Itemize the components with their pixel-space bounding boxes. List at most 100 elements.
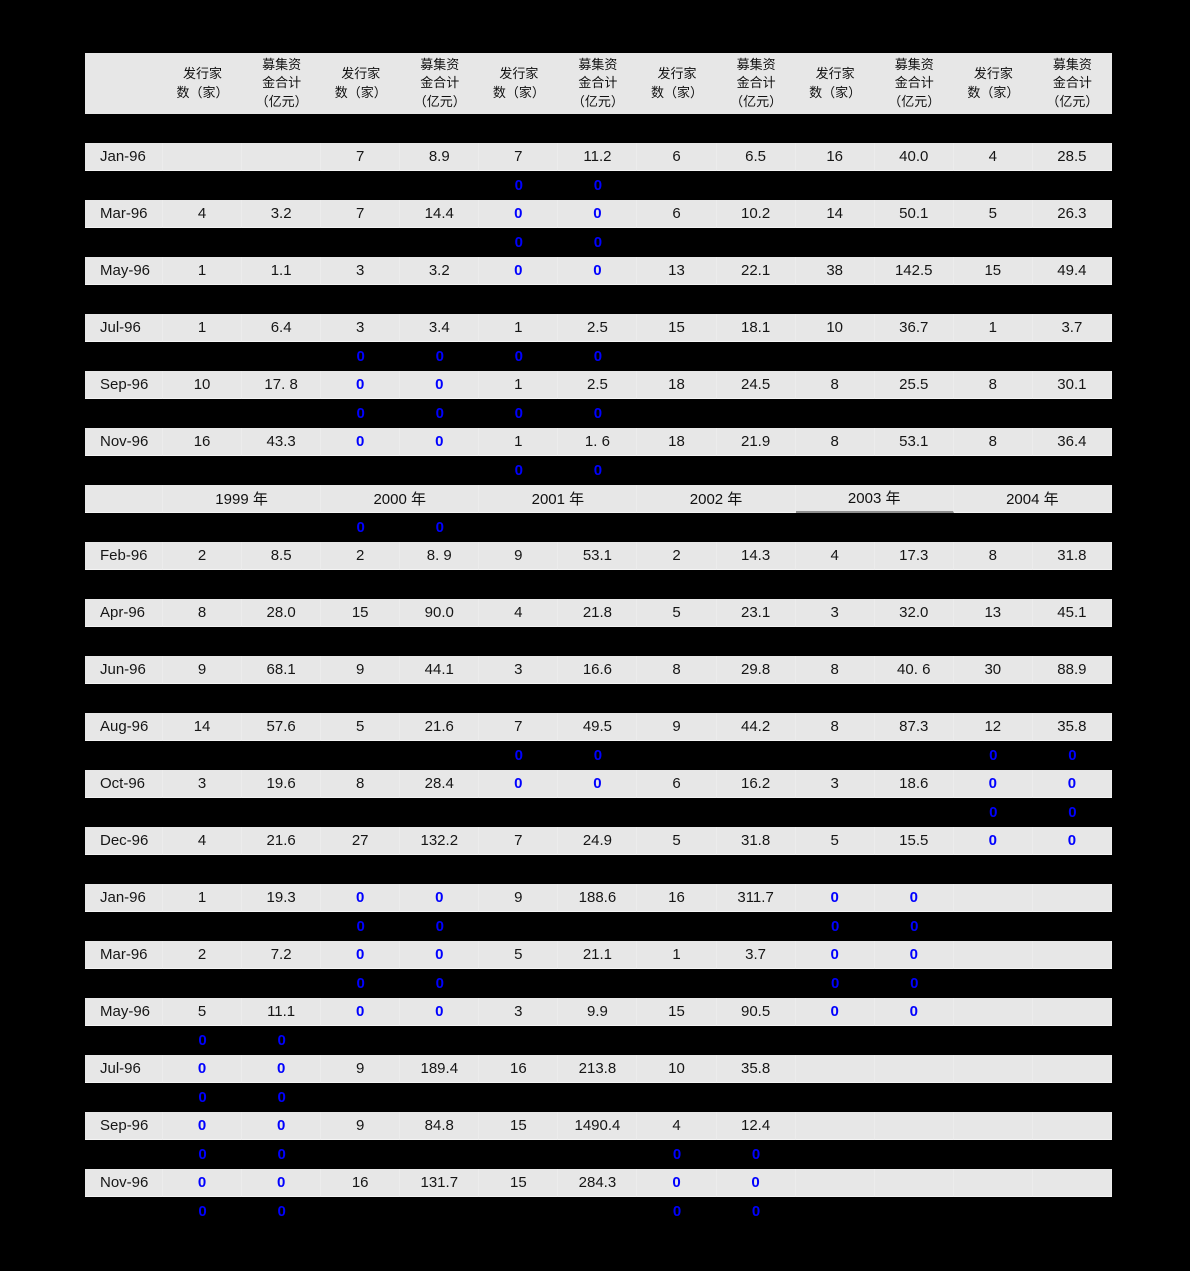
- spacer-cell: [558, 684, 637, 713]
- table-cell: 44.2: [716, 712, 796, 741]
- overflow-zero: 0: [751, 1145, 761, 1163]
- table-cell: 3.7: [716, 940, 796, 969]
- spacer-cell: [717, 228, 796, 257]
- table-cell: 8. 9: [400, 541, 480, 570]
- spacer-cell: [1033, 912, 1112, 941]
- row-label: Oct-96: [85, 769, 163, 798]
- spacer-cell: [321, 1197, 400, 1226]
- spacer-label-cell: [85, 627, 163, 656]
- table-cell: 0: [321, 370, 401, 399]
- table-cell: 8: [795, 655, 875, 684]
- overflow-zero: 0: [1068, 803, 1077, 821]
- spacer-cell: [875, 1197, 954, 1226]
- table-cell: 0: [400, 883, 480, 912]
- table-header-row: 发行家 数（家） 募集资 金合计 （亿元） 发行家 数（家） 募集资 金合计 （亿元）…: [85, 53, 1112, 114]
- row-label: Mar-96: [85, 940, 163, 969]
- table-cell: 16: [637, 883, 717, 912]
- table-cell: 7.2: [242, 940, 322, 969]
- spacer-cell: [875, 399, 954, 428]
- overflow-zero: 0: [593, 233, 603, 251]
- table-cell: 17.3: [874, 541, 954, 570]
- spacer-cell: [321, 627, 400, 656]
- spacer-cell: [717, 513, 796, 542]
- table-cell: 8: [953, 541, 1033, 570]
- table-cell: [1032, 883, 1112, 912]
- row-label: Nov-96: [85, 427, 163, 456]
- table-cell: 0: [795, 997, 875, 1026]
- header-issuer-count: 发行家 数（家）: [651, 66, 704, 100]
- spacer-row: [85, 684, 1112, 713]
- spacer-cell: [796, 342, 875, 371]
- spacer-cell: [796, 513, 875, 542]
- spacer-label-cell: [85, 684, 163, 713]
- table-cell: 284.3: [558, 1168, 638, 1197]
- spacer-cell: [479, 513, 558, 542]
- spacer-cell: [796, 570, 875, 599]
- spacer-cell: [717, 342, 796, 371]
- header-issuer-count: 发行家 数（家）: [334, 66, 387, 100]
- spacer-cell: [717, 285, 796, 314]
- spacer-row: 0 0 0 0: [85, 912, 1112, 941]
- spacer-cell: [954, 1140, 1033, 1169]
- spacer-cell: [400, 798, 479, 827]
- overflow-zero: 0: [593, 746, 603, 764]
- spacer-row: 0 0 0 0: [85, 342, 1112, 371]
- table-cell: 0: [874, 940, 954, 969]
- spacer-label-cell: [85, 1197, 163, 1226]
- spacer-cell: [163, 399, 242, 428]
- spacer-cell: [875, 1083, 954, 1112]
- spacer-label-cell: [85, 1026, 163, 1055]
- overflow-zero: 0: [593, 176, 603, 194]
- overflow-zero: 0: [672, 1145, 682, 1163]
- table-cell: 6.5: [716, 142, 796, 171]
- spacer-cell: [717, 114, 796, 143]
- table-cell: 15: [479, 1111, 559, 1140]
- table-row: Jan-96 7 8.9 7 11.2 6 6.5 16 40.0 4 28.5: [85, 142, 1112, 171]
- row-label: Jul-96: [85, 313, 163, 342]
- spacer-cell: [163, 228, 242, 257]
- table-cell: 4: [163, 826, 243, 855]
- table-cell: 31.8: [716, 826, 796, 855]
- table-cell: [795, 1168, 875, 1197]
- table-cell: 50.1: [874, 199, 954, 228]
- table-cell: 8.5: [242, 541, 322, 570]
- spacer-cell: [954, 1197, 1033, 1226]
- table-cell: 1: [637, 940, 717, 969]
- table-cell: 4: [163, 199, 243, 228]
- table-cell: 68.1: [242, 655, 322, 684]
- table-row: Mar-96 2 7.2 0 0 5 21.1 1 3.7 0 0: [85, 940, 1112, 969]
- spacer-cell: [558, 1197, 637, 1226]
- row-label: Nov-96: [85, 1168, 163, 1197]
- table-cell: 213.8: [558, 1054, 638, 1083]
- table-cell: 84.8: [400, 1111, 480, 1140]
- table-cell: 16: [795, 142, 875, 171]
- table-cell: 8.9: [400, 142, 480, 171]
- table-cell: [1032, 997, 1112, 1026]
- table-row: May-96 5 11.1 0 0 3 9.9 15 90.5 0 0: [85, 997, 1112, 1026]
- spacer-cell: [479, 1140, 558, 1169]
- spacer-cell: [637, 855, 716, 884]
- spacer-cell: [1033, 627, 1112, 656]
- spacer-cell: [479, 627, 558, 656]
- spacer-cell: [796, 741, 875, 770]
- spacer-cell: [875, 114, 954, 143]
- overflow-zero: 0: [277, 1031, 286, 1049]
- table-cell: 15: [637, 997, 717, 1026]
- spacer-cell: [558, 855, 637, 884]
- table-cell: 32.0: [874, 598, 954, 627]
- row-label: Jun-96: [85, 655, 163, 684]
- overflow-zero: 0: [435, 347, 444, 365]
- spacer-cell: [717, 456, 796, 485]
- table-cell: 8: [321, 769, 401, 798]
- table-cell: 15.5: [874, 826, 954, 855]
- table-cell: 10: [637, 1054, 717, 1083]
- spacer-row: [85, 285, 1112, 314]
- table-cell: 0: [400, 370, 480, 399]
- overflow-zero: 0: [989, 803, 998, 821]
- table-cell: 0: [479, 199, 559, 228]
- spacer-cell: [954, 627, 1033, 656]
- spacer-cell: [163, 570, 242, 599]
- table-cell: 49.4: [1032, 256, 1112, 285]
- table-cell: 9: [479, 883, 559, 912]
